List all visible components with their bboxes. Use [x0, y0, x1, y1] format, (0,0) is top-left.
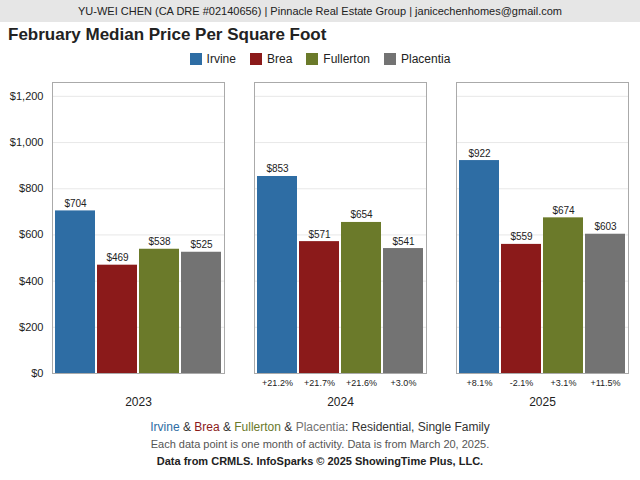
svg-text:$400: $400 — [19, 275, 43, 287]
svg-text:$200: $200 — [19, 321, 43, 333]
svg-text:$654: $654 — [350, 209, 373, 220]
svg-text:+3.0%: +3.0% — [391, 378, 417, 388]
svg-text:$559: $559 — [510, 231, 533, 242]
svg-text:2024: 2024 — [327, 395, 354, 409]
svg-text:+21.7%: +21.7% — [304, 378, 335, 388]
svg-text:$603: $603 — [594, 221, 617, 232]
svg-text:$674: $674 — [552, 205, 575, 216]
svg-text:+8.1%: +8.1% — [467, 378, 493, 388]
svg-text:+11.5%: +11.5% — [590, 378, 620, 388]
svg-text:$538: $538 — [148, 236, 171, 247]
html-text:Brea: Brea — [267, 52, 293, 66]
svg-text:+3.1%: +3.1% — [551, 378, 577, 388]
svg-text:$800: $800 — [19, 182, 43, 194]
svg-text:$571: $571 — [308, 229, 331, 240]
svg-text:$1,200: $1,200 — [10, 90, 44, 102]
svg-text:$469: $469 — [106, 252, 129, 263]
html-text:Irvine: Irvine — [206, 52, 236, 66]
svg-text:$541: $541 — [392, 236, 415, 247]
html-text:Fullerton: Fullerton — [323, 52, 370, 66]
svg-text:$1,000: $1,000 — [10, 136, 44, 148]
svg-text:2023: 2023 — [125, 395, 152, 409]
html-text:Data from CRMLS. InfoSparks ©: Data from CRMLS. InfoSparks © 2025 Showi… — [156, 455, 484, 467]
svg-text:2025: 2025 — [529, 395, 556, 409]
svg-text:$922: $922 — [468, 148, 491, 159]
svg-text:$525: $525 — [190, 239, 213, 250]
svg-text:$0: $0 — [31, 367, 43, 379]
svg-text:+21.2%: +21.2% — [262, 378, 293, 388]
svg-text:+21.6%: +21.6% — [346, 378, 377, 388]
svg-text:$704: $704 — [64, 198, 87, 209]
svg-text:$853: $853 — [266, 163, 289, 174]
html-text:Irvine & Brea & Fullerton & Pl: Irvine & Brea & Fullerton & Placentia: R… — [150, 420, 490, 434]
html-text:Each data point is one month o: Each data point is one month of activity… — [150, 438, 490, 450]
html-text:YU-WEI CHEN (CA DRE #02140656): YU-WEI CHEN (CA DRE #02140656) | Pinnacl… — [78, 5, 562, 17]
html-text:Placentia: Placentia — [401, 52, 451, 66]
html-text:February Median Price Per Squa: February Median Price Per Square Foot — [8, 25, 327, 44]
svg-text:$600: $600 — [19, 228, 43, 240]
svg-text:-2.1%: -2.1% — [510, 378, 534, 388]
